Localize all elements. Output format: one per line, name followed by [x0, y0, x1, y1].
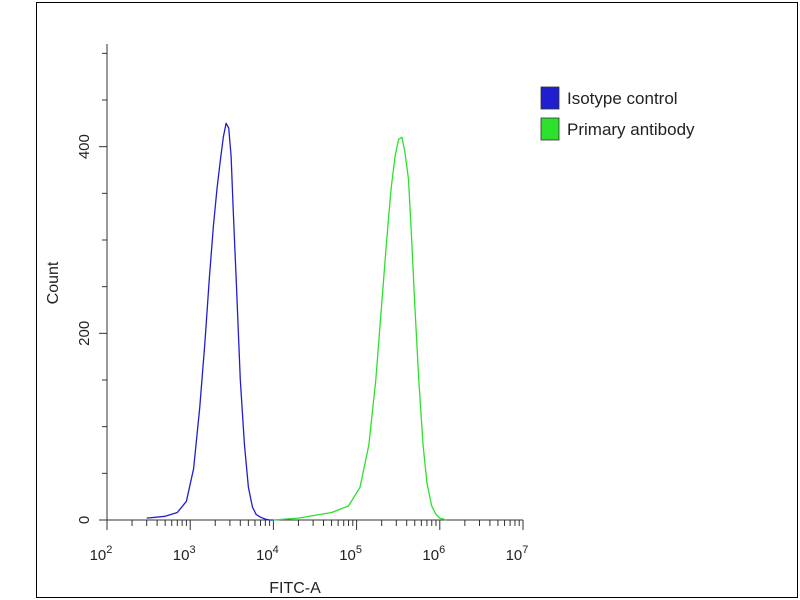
y-tick-label: 200: [76, 321, 93, 346]
y-tick-label: 400: [76, 134, 93, 159]
x-tick-label: 104: [256, 544, 279, 564]
x-tick-label: 103: [173, 544, 196, 564]
legend-swatch: [540, 86, 560, 110]
x-tick-label: 105: [339, 544, 362, 564]
legend-label: Primary antibody: [567, 120, 695, 139]
series-line-primary-antibody: [273, 136, 447, 521]
legend-label: Isotype control: [567, 89, 678, 108]
histogram-chart: 102 103 104 105 106 107 0 200 400 FITC-A Count Isot…: [45, 44, 695, 597]
series-line-isotype-control: [146, 122, 274, 521]
x-tick-label: 106: [422, 544, 445, 564]
x-tick-label: 107: [506, 544, 529, 564]
x-axis-title: FITC-A: [269, 580, 321, 597]
legend: Isotype control Primary antibody: [540, 86, 695, 141]
y-axis-title: Count: [45, 261, 62, 304]
y-tick-label: 0: [76, 516, 93, 524]
legend-swatch: [540, 117, 560, 141]
x-tick-label: 102: [90, 544, 113, 564]
chart-frame: 102 103 104 105 106 107 0 200 400 FITC-A Count Isot…: [36, 2, 798, 598]
